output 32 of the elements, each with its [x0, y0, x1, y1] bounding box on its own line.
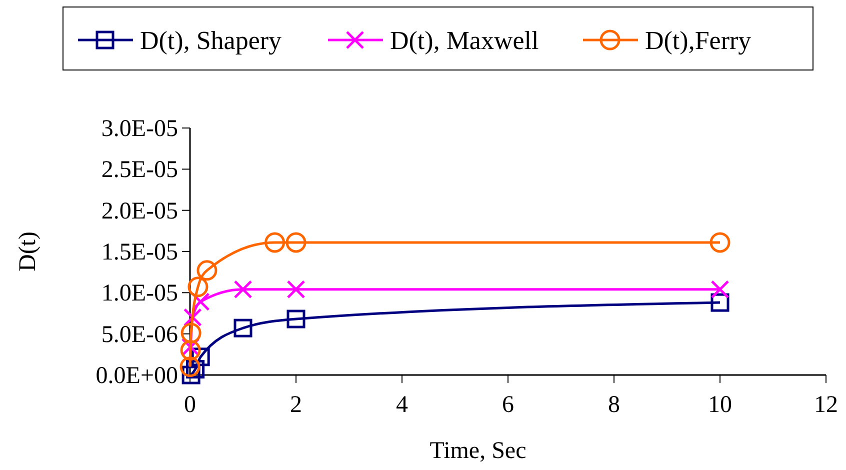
point [234, 280, 252, 299]
point [286, 232, 306, 253]
legend-label: D(t), Maxwell [390, 26, 539, 55]
point [180, 322, 202, 344]
x-tick-label: 6 [502, 392, 514, 418]
x-tick-label: 12 [814, 392, 838, 418]
point [188, 276, 208, 298]
point [710, 232, 730, 253]
x-tick-label: 8 [608, 392, 620, 418]
y-tick-label: 2.5E-05 [101, 157, 178, 184]
y-tick-label: 1.0E-05 [101, 280, 178, 307]
x-tick-label: 4 [396, 392, 408, 418]
x-tick-label: 10 [708, 392, 732, 418]
point [710, 280, 730, 299]
x-axis-title: Time, Sec [430, 438, 526, 464]
y-tick-label: 0.0E+00 [96, 363, 178, 389]
point [286, 310, 306, 328]
y-tick-label: 1.5E-05 [101, 240, 178, 266]
y-tick-label: 3.0E-05 [101, 116, 178, 142]
point [180, 340, 201, 361]
point [196, 260, 218, 281]
y-tick-label: 2.0E-05 [101, 198, 178, 224]
point [180, 356, 200, 378]
y-tick-label: 5.0E-06 [101, 322, 178, 348]
x-tick-label: 2 [290, 392, 302, 418]
legend-label: D(t), Shapery [140, 26, 282, 55]
point [286, 280, 306, 299]
point [264, 232, 286, 253]
x-tick-label: 0 [184, 392, 196, 418]
legend-label: D(t),Ferry [645, 26, 752, 55]
y-axis-title: D(t) [15, 232, 41, 272]
point [234, 318, 252, 338]
